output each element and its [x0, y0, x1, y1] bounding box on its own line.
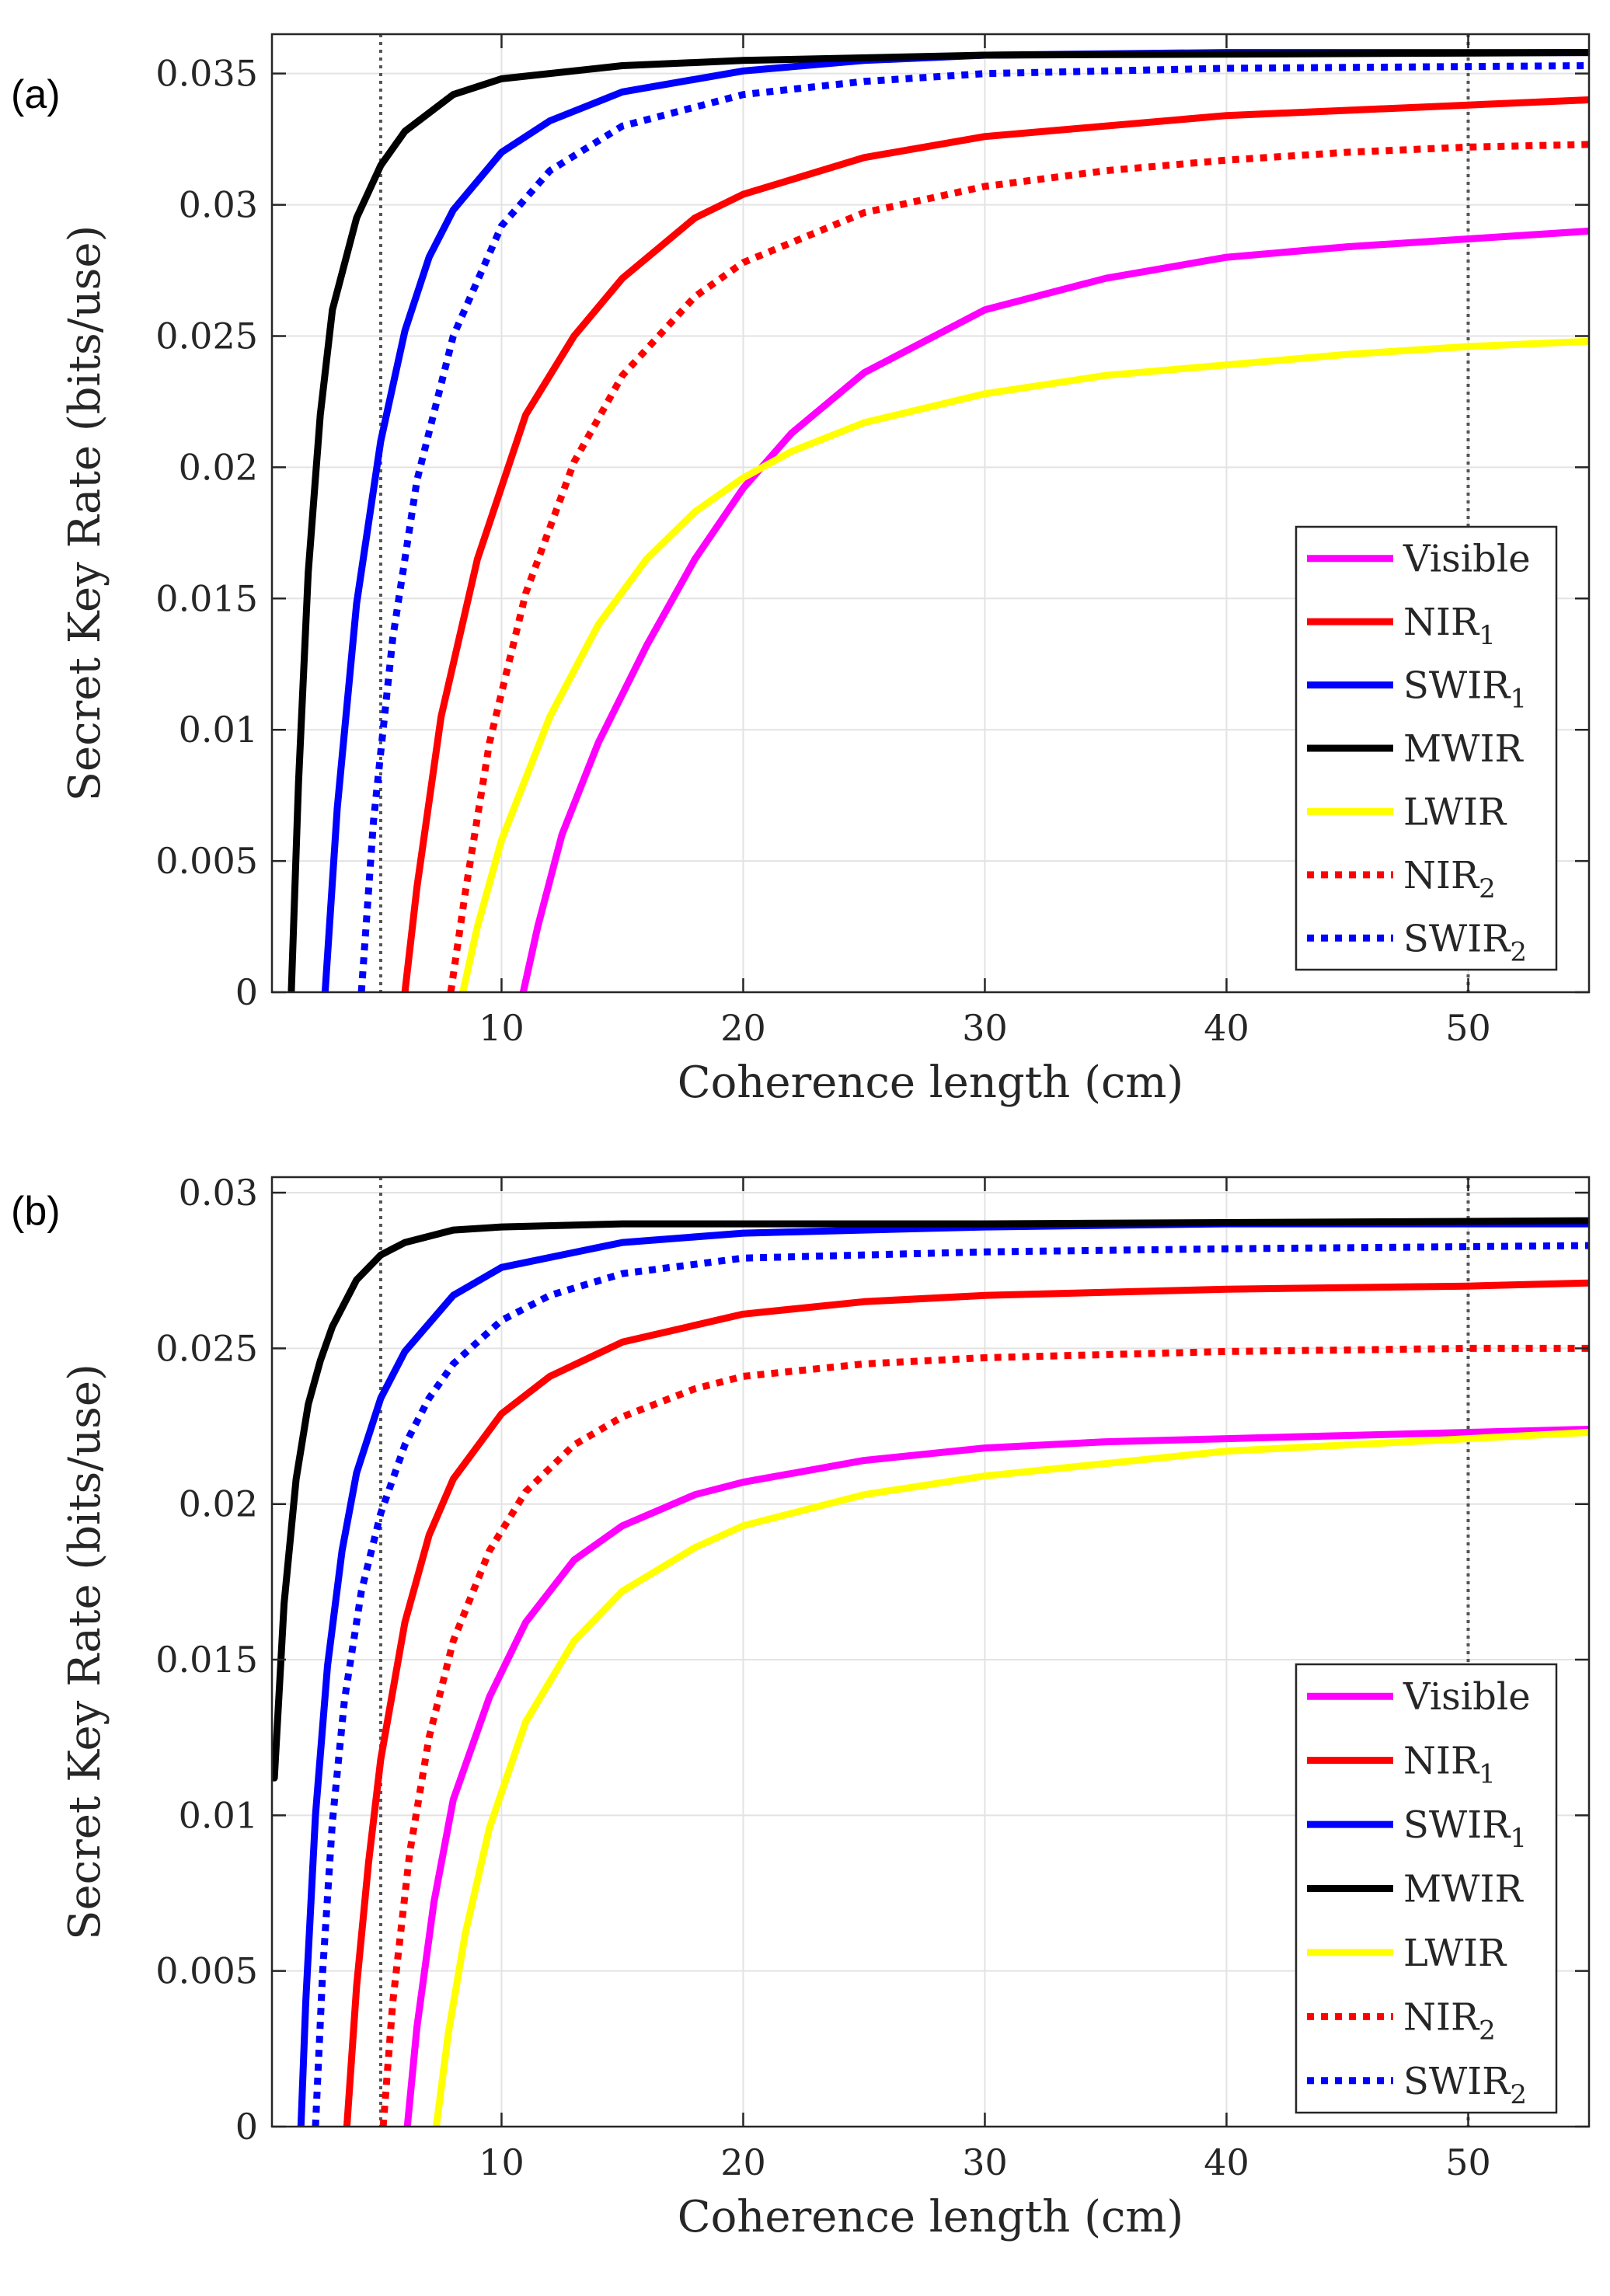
- legend-label-text: SWIR: [1403, 917, 1511, 960]
- legend-label: NIR2: [1403, 1995, 1496, 2046]
- panel-a: (a) 10 20 30 40 50 0 0.005 0.01 0.015 0.02 0.025 0.…: [0, 0, 1610, 1146]
- x-tick-label: 30: [962, 1007, 1008, 1049]
- legend-label-text: LWIR: [1403, 790, 1507, 834]
- x-tick-label: 50: [1445, 1007, 1491, 1049]
- series-line-swir2: [357, 62, 1589, 992]
- legend-label-subscript: 2: [1479, 873, 1496, 904]
- y-tick-label: 0.035: [155, 53, 258, 95]
- y-axis-label: Secret Key Rate (bits/use): [60, 1364, 110, 1940]
- legend-label-subscript: 2: [1510, 2079, 1527, 2110]
- legend-label-subscript: 1: [1510, 1823, 1527, 1854]
- y-tick-label: 0.005: [155, 840, 258, 882]
- series-line-nir1: [401, 96, 1589, 992]
- legend-label: LWIR: [1403, 1932, 1507, 1975]
- y-tick-label: 0.02: [179, 446, 258, 488]
- legend-label-text: Visible: [1403, 1675, 1531, 1719]
- y-tick-label: 0.015: [155, 577, 258, 619]
- x-tick-label: 30: [962, 2141, 1008, 2183]
- series-line-nir1: [343, 1279, 1589, 2127]
- legend-label: SWIR1: [1403, 664, 1527, 715]
- legend-label-subscript: 1: [1510, 684, 1527, 715]
- legend-label-text: SWIR: [1403, 1803, 1511, 1847]
- series-group: [272, 1217, 1589, 2127]
- legend-label-subscript: 2: [1510, 936, 1527, 967]
- y-tick-label: 0.01: [179, 1794, 258, 1836]
- legend-label-text: LWIR: [1403, 1932, 1507, 1975]
- y-tick-label: 0.02: [179, 1483, 258, 1525]
- legend-label: MWIR: [1403, 1868, 1524, 1911]
- legend-label-subscript: 1: [1479, 1759, 1496, 1790]
- legend-label: SWIR2: [1403, 2060, 1527, 2110]
- legend-label-text: MWIR: [1403, 1868, 1524, 1911]
- legend-label: LWIR: [1403, 790, 1507, 834]
- y-tick-label: 0: [235, 971, 258, 1013]
- y-tick-label: 0.01: [179, 709, 258, 751]
- x-tick-label: 20: [720, 2141, 766, 2183]
- panel-label: (b): [11, 1189, 61, 1234]
- legend-label-text: NIR: [1403, 1740, 1480, 1783]
- chart-b: 10 20 30 40 50 0 0.005 0.01 0.015 0.02 0.025 0.03 Co…: [60, 1172, 1591, 2242]
- x-tick-label: 10: [479, 1007, 524, 1049]
- series-line-mwir: [288, 49, 1589, 992]
- legend-label-text: MWIR: [1403, 727, 1524, 771]
- panel-b: (b) 10 20 30 40 50 0 0.005 0.01 0.015 0.02 0.025 0.…: [0, 1146, 1610, 2292]
- series-line-lwir: [433, 1429, 1589, 2127]
- x-tick-label: 10: [479, 2141, 524, 2183]
- legend-label: NIR1: [1403, 601, 1496, 651]
- legend-label: NIR2: [1403, 854, 1496, 904]
- legend-label-subscript: 2: [1479, 2015, 1496, 2046]
- y-tick-label: 0.025: [155, 1327, 258, 1369]
- y-tick-label: 0.025: [155, 315, 258, 357]
- legend-label-text: SWIR: [1403, 664, 1511, 708]
- y-tick-label: 0.03: [179, 184, 258, 226]
- series-line-mwir: [272, 1217, 1589, 1782]
- y-tick-label: 0.015: [155, 1639, 258, 1681]
- y-tick-label: 0.03: [179, 1172, 258, 1214]
- y-axis-label: Secret Key Rate (bits/use): [60, 225, 110, 802]
- legend-label-subscript: 1: [1479, 620, 1496, 651]
- x-tick-label: 40: [1204, 2141, 1249, 2183]
- legend-label-text: NIR: [1403, 1995, 1480, 2039]
- legend-label: Visible: [1403, 1675, 1531, 1719]
- series-line-nir2: [447, 141, 1589, 992]
- legend-label: SWIR1: [1403, 1803, 1527, 1854]
- panel-label: (a): [11, 72, 61, 117]
- y-tick-label: 0: [235, 2106, 258, 2148]
- x-axis-label: Coherence length (cm): [678, 1057, 1184, 1108]
- legend-label: MWIR: [1403, 727, 1524, 771]
- legend-label: NIR1: [1403, 1740, 1496, 1790]
- chart-a: 10 20 30 40 50 0 0.005 0.01 0.015 0.02 0.025 0.03 0.…: [60, 33, 1591, 1108]
- legend-label-text: SWIR: [1403, 2060, 1511, 2103]
- y-tick-label: 0.005: [155, 1950, 258, 1992]
- x-tick-label: 50: [1445, 2141, 1491, 2183]
- x-tick-label: 40: [1204, 1007, 1249, 1049]
- series-line-swir1: [297, 1220, 1589, 2127]
- legend-label-text: Visible: [1403, 538, 1531, 581]
- series-line-visible: [403, 1426, 1589, 2127]
- legend-label: SWIR2: [1403, 917, 1527, 967]
- legend-label-text: NIR: [1403, 854, 1480, 897]
- legend-label: Visible: [1403, 538, 1531, 581]
- axes-box: [270, 33, 1591, 994]
- x-axis-label: Coherence length (cm): [678, 2192, 1184, 2242]
- x-tick-label: 20: [720, 1007, 766, 1049]
- series-line-swir2: [312, 1242, 1589, 2127]
- legend-label-text: NIR: [1403, 601, 1480, 644]
- series-line-visible: [519, 227, 1589, 992]
- series-line-lwir: [459, 337, 1589, 992]
- series-group: [288, 49, 1589, 992]
- axes-box: [270, 1176, 1591, 2128]
